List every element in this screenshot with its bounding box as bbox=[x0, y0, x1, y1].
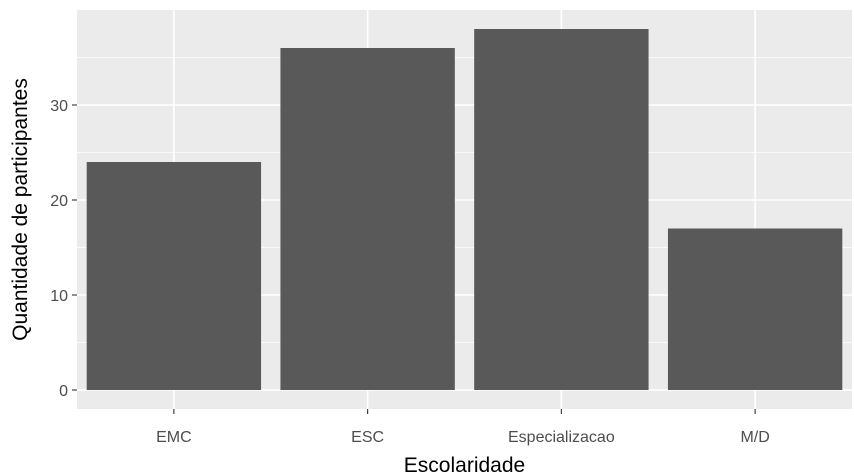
y-axis-title: Quantidade de participantes bbox=[9, 78, 32, 341]
y-tick-label: 30 bbox=[50, 98, 68, 115]
x-tick-label: M/D bbox=[740, 429, 769, 446]
bar-esc bbox=[280, 48, 455, 390]
x-tick-label: EMC bbox=[156, 429, 192, 446]
x-tick-label: ESC bbox=[351, 429, 384, 446]
y-tick-label: 20 bbox=[50, 193, 68, 210]
x-axis: EMC ESC Especializacao M/D bbox=[156, 409, 770, 446]
x-axis-title: Escolaridade bbox=[404, 454, 525, 475]
bar-especializacao bbox=[474, 29, 649, 390]
bar-emc bbox=[86, 162, 262, 390]
y-tick-label: 10 bbox=[50, 288, 68, 305]
x-tick-label: Especializacao bbox=[508, 429, 615, 446]
bar-m-d bbox=[667, 228, 843, 390]
bars-group bbox=[86, 29, 843, 390]
y-axis: 0 10 20 30 bbox=[50, 98, 77, 400]
y-tick-label: 0 bbox=[59, 383, 68, 400]
